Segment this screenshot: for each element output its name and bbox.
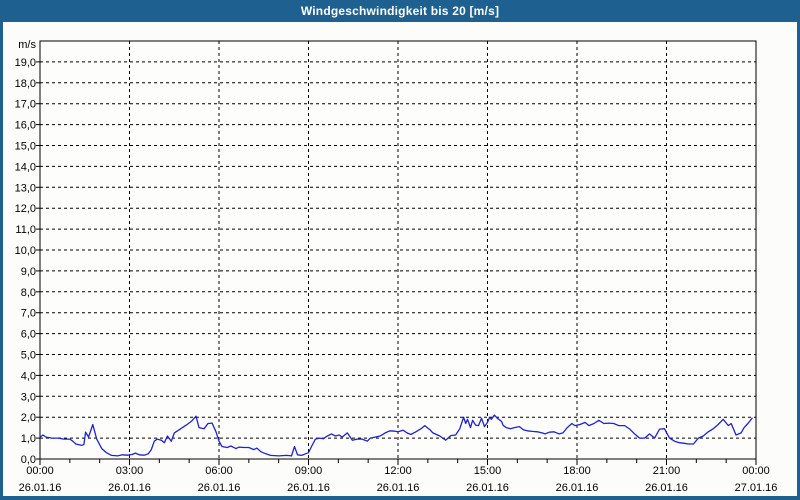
x-tick-time-label: 18:00 [563,465,591,477]
chart-title: Windgeschwindigkeit bis 20 [m/s] [300,4,500,18]
y-tick-label: 11,0 [15,224,36,236]
title-bar: Windgeschwindigkeit bis 20 [m/s] [0,0,800,22]
x-tick-time-label: 09:00 [295,465,323,477]
y-tick-label: 14,0 [15,161,36,173]
y-tick-label: 2,0 [21,412,36,424]
x-tick-date-label: 26.01.16 [108,482,151,494]
y-tick-label: 0,0 [21,454,36,466]
y-tick-label: 7,0 [21,308,36,320]
x-tick-date-label: 27.01.16 [735,482,778,494]
y-tick-label: 10,0 [15,245,36,257]
x-tick-time-label: 21:00 [653,465,681,477]
x-tick-date-label: 26.01.16 [556,482,599,494]
y-tick-label: 15,0 [15,141,36,153]
y-tick-label: 1,0 [21,433,36,445]
x-tick-time-label: 00:00 [26,465,54,477]
y-tick-label: 16,0 [15,120,36,132]
y-tick-label: 12,0 [15,203,36,215]
x-tick-date-label: 26.01.16 [198,482,241,494]
x-tick-date-label: 26.01.16 [377,482,420,494]
x-tick-date-label: 26.01.16 [466,482,509,494]
y-tick-label: 5,0 [21,350,36,362]
x-tick-time-label: 12:00 [384,465,412,477]
x-tick-time-label: 00:00 [742,465,770,477]
x-tick-time-label: 06:00 [205,465,233,477]
y-axis-unit-label: m/s [18,39,36,51]
x-tick-date-label: 26.01.16 [287,482,330,494]
y-tick-label: 19,0 [15,57,36,69]
x-tick-time-label: 15:00 [474,465,502,477]
y-tick-label: 8,0 [21,287,36,299]
series-line [39,414,753,457]
y-tick-label: 13,0 [15,182,36,194]
y-tick-label: 17,0 [15,99,36,111]
y-tick-label: 9,0 [21,266,36,278]
y-tick-label: 6,0 [21,329,36,341]
y-tick-label: 3,0 [21,391,36,403]
y-tick-label: 4,0 [21,370,36,382]
x-tick-time-label: 03:00 [116,465,144,477]
y-tick-label: 18,0 [15,78,36,90]
x-tick-date-label: 26.01.16 [645,482,688,494]
x-tick-date-label: 26.01.16 [19,482,62,494]
